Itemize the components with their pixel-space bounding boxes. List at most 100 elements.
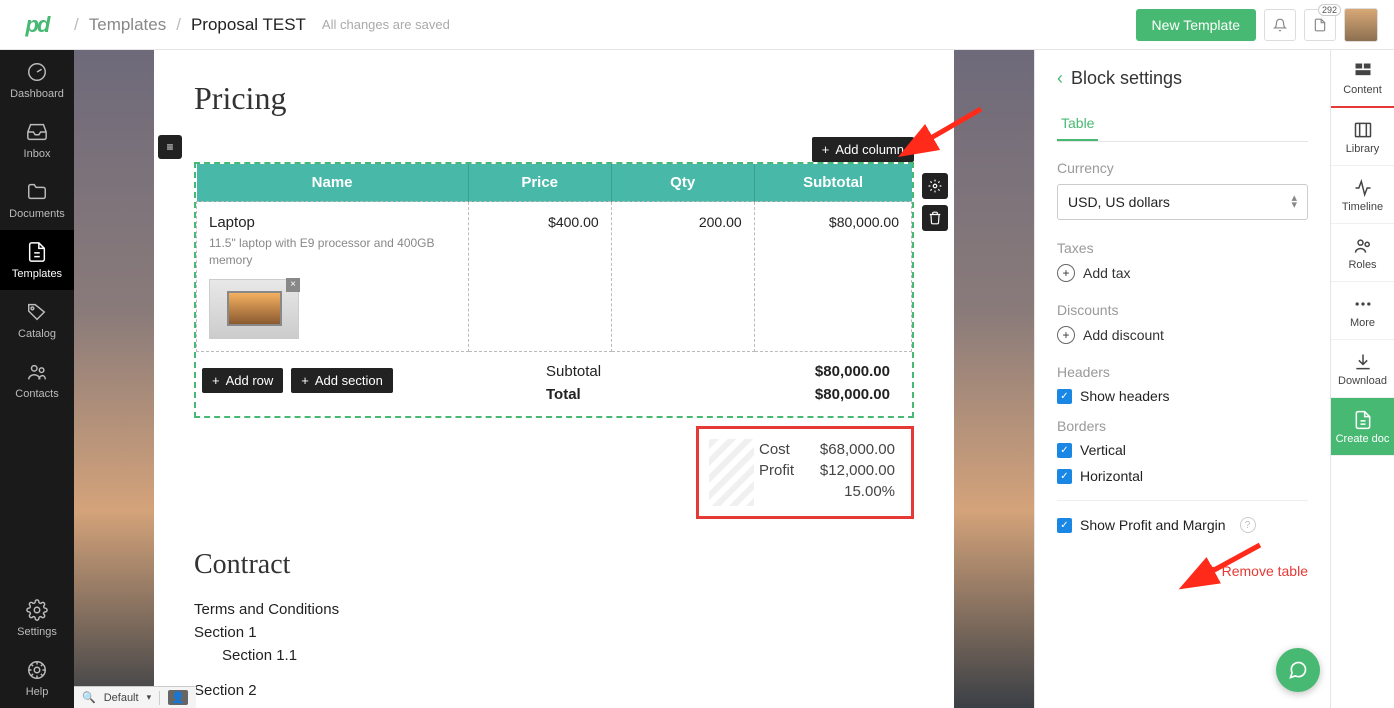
- show-profit-label: Show Profit and Margin: [1080, 517, 1226, 533]
- contract-body[interactable]: Terms and Conditions Section 1 Section 1…: [194, 601, 914, 699]
- pricing-table-selection[interactable]: Name Price Qty Subtotal Laptop: [194, 162, 914, 418]
- plus-icon: +: [301, 373, 309, 388]
- drag-handle-icon[interactable]: ≡: [158, 135, 182, 159]
- rightbar-item-timeline[interactable]: Timeline: [1331, 166, 1394, 224]
- pricing-heading[interactable]: Pricing: [194, 80, 914, 117]
- block-delete-button[interactable]: [922, 205, 948, 231]
- sidebar-item-templates[interactable]: Templates: [0, 230, 74, 290]
- more-icon: [1353, 293, 1373, 315]
- logo-mark: pd: [26, 12, 49, 38]
- gear-icon: [26, 598, 48, 622]
- rightbar-item-download[interactable]: Download: [1331, 340, 1394, 398]
- discounts-section-label: Discounts: [1057, 302, 1308, 318]
- new-template-button[interactable]: New Template: [1136, 9, 1256, 41]
- contract-text: Section 1.1: [194, 647, 914, 664]
- add-discount-label: Add discount: [1083, 327, 1164, 343]
- subtotal-row: Subtotal $80,000.00: [546, 360, 906, 383]
- add-row-label: Add row: [226, 373, 274, 388]
- contract-heading[interactable]: Contract: [194, 549, 914, 581]
- pricing-table: Name Price Qty Subtotal Laptop: [196, 164, 912, 352]
- column-header-qty[interactable]: Qty: [611, 164, 754, 202]
- contract-text: Section 2: [194, 682, 914, 699]
- folder-icon: [26, 180, 48, 204]
- breadcrumb-root[interactable]: Templates: [89, 15, 166, 35]
- block-controls: [922, 173, 948, 231]
- library-icon: [1353, 119, 1373, 141]
- sidebar-item-dashboard[interactable]: Dashboard: [0, 50, 74, 110]
- checkbox-checked-icon: ✓: [1057, 389, 1072, 404]
- column-header-price[interactable]: Price: [468, 164, 611, 202]
- column-header-subtotal[interactable]: Subtotal: [754, 164, 911, 202]
- striped-background: [709, 439, 754, 506]
- currency-select[interactable]: USD, US dollars ▴▾: [1057, 184, 1308, 220]
- vertical-borders-checkbox[interactable]: ✓ Vertical: [1057, 442, 1308, 458]
- add-tax-button[interactable]: + Add tax: [1057, 264, 1308, 282]
- user-icon[interactable]: 👤: [168, 690, 188, 705]
- plus-icon: +: [212, 373, 220, 388]
- sidebar-item-help[interactable]: Help: [0, 648, 74, 708]
- sidebar-item-contacts[interactable]: Contacts: [0, 350, 74, 410]
- rightbar-label: Download: [1338, 375, 1387, 387]
- rightbar-label: More: [1350, 317, 1375, 329]
- cell-price[interactable]: $400.00: [468, 202, 611, 352]
- plus-icon: +: [822, 142, 830, 157]
- add-row-button[interactable]: + Add row: [202, 368, 283, 393]
- add-section-button[interactable]: +Add section: [291, 368, 393, 393]
- sidebar-item-label: Catalog: [18, 328, 56, 340]
- cost-row: Cost $68,000.00: [759, 439, 895, 460]
- breadcrumb-current[interactable]: Proposal TEST: [191, 15, 306, 35]
- remove-image-button[interactable]: ×: [286, 278, 300, 292]
- activity-icon: [1353, 177, 1373, 199]
- main-area: Pricing ≡ + Add column: [74, 50, 1330, 708]
- sidebar-item-catalog[interactable]: Catalog: [0, 290, 74, 350]
- trash-icon: [928, 211, 942, 225]
- horizontal-borders-checkbox[interactable]: ✓ Horizontal: [1057, 468, 1308, 484]
- cost-label: Cost: [759, 441, 790, 458]
- rightbar-label: Library: [1346, 143, 1380, 155]
- cell-subtotal[interactable]: $80,000.00: [754, 202, 911, 352]
- search-icon[interactable]: 🔍: [82, 691, 96, 704]
- back-chevron-icon[interactable]: ‹: [1057, 68, 1063, 89]
- sidebar-item-documents[interactable]: Documents: [0, 170, 74, 230]
- logo[interactable]: pd: [0, 12, 74, 38]
- column-header-name[interactable]: Name: [197, 164, 469, 202]
- remove-table-button[interactable]: Remove table: [1057, 563, 1308, 579]
- add-discount-button[interactable]: + Add discount: [1057, 326, 1308, 344]
- block-settings-button[interactable]: [922, 173, 948, 199]
- sidebar-item-inbox[interactable]: Inbox: [0, 110, 74, 170]
- documents-count-button[interactable]: 292: [1304, 9, 1336, 41]
- sidebar-item-settings[interactable]: Settings: [0, 588, 74, 648]
- divider: [1057, 500, 1308, 501]
- sidebar-item-label: Templates: [12, 268, 62, 280]
- rightbar-item-more[interactable]: More: [1331, 282, 1394, 340]
- notifications-button[interactable]: [1264, 9, 1296, 41]
- breadcrumb-sep: /: [74, 15, 79, 35]
- zoom-label[interactable]: Default: [104, 692, 139, 704]
- add-column-button[interactable]: + Add column: [812, 137, 914, 162]
- trash-icon: [1202, 564, 1216, 578]
- total-label: Total: [546, 386, 581, 403]
- cell-name[interactable]: Laptop 11.5" laptop with E9 processor an…: [197, 202, 469, 352]
- vertical-label: Vertical: [1080, 442, 1126, 458]
- cell-qty[interactable]: 200.00: [611, 202, 754, 352]
- avatar[interactable]: [1344, 8, 1378, 42]
- chevron-down-icon[interactable]: ▾: [147, 692, 152, 703]
- show-headers-checkbox[interactable]: ✓ Show headers: [1057, 388, 1308, 404]
- remove-table-label: Remove table: [1222, 563, 1308, 579]
- tab-table[interactable]: Table: [1057, 107, 1098, 141]
- rightbar-item-library[interactable]: Library: [1331, 108, 1394, 166]
- product-image[interactable]: ×: [209, 279, 299, 339]
- rightbar-item-roles[interactable]: Roles: [1331, 224, 1394, 282]
- settings-tabs: Table: [1057, 107, 1308, 142]
- help-chat-button[interactable]: [1276, 648, 1320, 692]
- sidebar-item-label: Dashboard: [10, 88, 64, 100]
- save-status: All changes are saved: [322, 17, 450, 32]
- status-bar: 🔍 Default ▾ 👤: [74, 686, 196, 708]
- download-icon: [1353, 351, 1373, 373]
- rightbar-item-content[interactable]: Content: [1331, 50, 1394, 108]
- help-tooltip-icon[interactable]: ?: [1240, 517, 1256, 533]
- canvas[interactable]: Pricing ≡ + Add column: [74, 50, 1034, 708]
- table-row[interactable]: Laptop 11.5" laptop with E9 processor an…: [197, 202, 912, 352]
- show-profit-margin-checkbox[interactable]: ✓ Show Profit and Margin ?: [1057, 517, 1308, 533]
- rightbar-item-create-doc[interactable]: Create doc: [1331, 398, 1394, 456]
